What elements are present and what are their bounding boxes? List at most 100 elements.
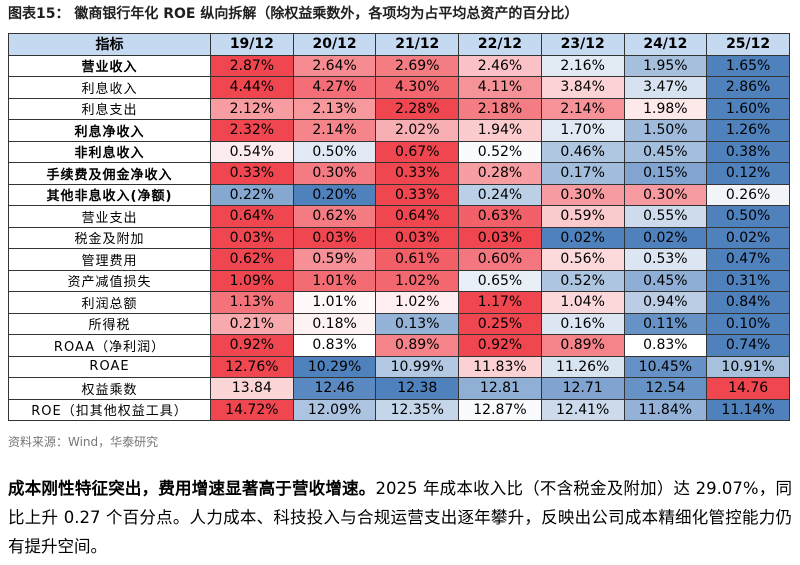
table-cell: 12.35% — [375, 398, 460, 421]
paragraph-text: 2025 年成本收入比（不含税金及附加）达 29.07%，同比上升 0.27 个… — [8, 479, 793, 556]
table-cell: 2.16% — [540, 54, 625, 77]
table-row: 营业支出 0.64% 0.62% 0.64% 0.63% 0.59% 0.55% 0.50% — [8, 205, 790, 228]
column-header: 20/12 — [292, 33, 377, 56]
row-label: 利息净收入 — [8, 119, 211, 142]
table-cell: 1.70% — [540, 119, 625, 142]
table-cell: 1.65% — [706, 54, 790, 77]
table-cell: 0.33% — [375, 162, 460, 185]
table-cell: 0.64% — [210, 205, 294, 228]
row-label: 手续费及佣金净收入 — [8, 162, 211, 185]
row-label: ROAA（净利润） — [8, 334, 211, 357]
table-cell: 0.13% — [375, 312, 460, 335]
row-label: 其他非息收入(净额) — [8, 183, 211, 206]
table-cell: 0.18% — [292, 312, 377, 335]
table-cell: 0.52% — [540, 269, 625, 292]
table-cell: 0.30% — [292, 162, 377, 185]
row-label: ROAE — [8, 355, 211, 378]
table-cell: 4.27% — [292, 76, 377, 99]
table-cell: 0.84% — [706, 291, 790, 314]
table-cell: 0.60% — [458, 248, 542, 271]
table-cell: 2.02% — [375, 119, 460, 142]
table-cell: 10.99% — [375, 355, 460, 378]
table-cell: 0.03% — [210, 226, 294, 249]
table-cell: 0.74% — [706, 334, 790, 357]
table-cell: 0.59% — [292, 248, 377, 271]
table-cell: 0.03% — [458, 226, 542, 249]
table-cell: 2.28% — [375, 97, 460, 120]
table-cell: 3.47% — [623, 76, 708, 99]
table-cell: 11.84% — [623, 398, 708, 421]
table-cell: 11.83% — [458, 355, 542, 378]
table-cell: 12.81 — [458, 377, 542, 400]
table-cell: 0.59% — [540, 205, 625, 228]
table-cell: 0.33% — [210, 162, 294, 185]
table-cell: 1.09% — [210, 269, 294, 292]
table-cell: 0.16% — [540, 312, 625, 335]
table-cell: 0.12% — [706, 162, 790, 185]
table-cell: 12.41% — [540, 398, 625, 421]
table-cell: 0.24% — [458, 183, 542, 206]
table-row: 非利息收入 0.54% 0.50% 0.67% 0.52% 0.46% 0.45% 0.38% — [8, 140, 790, 163]
table-row: 利息收入 4.44% 4.27% 4.30% 4.11% 3.84% 3.47% 2.86% — [8, 76, 790, 99]
column-header: 25/12 — [706, 33, 790, 56]
table-cell: 2.64% — [292, 54, 377, 77]
row-label: 营业支出 — [8, 205, 211, 228]
table-cell: 10.45% — [623, 355, 708, 378]
table-cell: 0.61% — [375, 248, 460, 271]
table-cell: 0.25% — [458, 312, 542, 335]
paragraph-lead: 成本刚性特征突出，费用增速显著高于营收增速。 — [8, 479, 376, 498]
table-cell: 0.67% — [375, 140, 460, 163]
table-cell: 0.21% — [210, 312, 294, 335]
table-cell: 2.14% — [540, 97, 625, 120]
table-cell: 0.38% — [706, 140, 790, 163]
table-row: 资产减值损失 1.09% 1.01% 1.02% 0.65% 0.52% 0.45% 0.31… — [8, 269, 790, 292]
table-cell: 12.71 — [540, 377, 625, 400]
table-cell: 2.14% — [292, 119, 377, 142]
table-cell: 1.98% — [623, 97, 708, 120]
column-header: 指标 — [8, 33, 211, 56]
table-cell: 4.44% — [210, 76, 294, 99]
table-row: 权益乘数 13.84 12.46 12.38 12.81 12.71 12.54 14.76 — [8, 377, 790, 400]
table-cell: 0.89% — [540, 334, 625, 357]
table-cell: 0.62% — [292, 205, 377, 228]
table-cell: 14.72% — [210, 398, 294, 421]
row-label: 资产减值损失 — [8, 269, 211, 292]
table-cell: 0.15% — [623, 162, 708, 185]
table-cell: 0.92% — [458, 334, 542, 357]
table-cell: 2.87% — [210, 54, 294, 77]
table-cell: 2.86% — [706, 76, 790, 99]
column-header: 21/12 — [375, 33, 460, 56]
table-cell: 1.04% — [540, 291, 625, 314]
table-cell: 0.45% — [623, 140, 708, 163]
table-cell: 12.46 — [292, 377, 377, 400]
table-cell: 2.13% — [292, 97, 377, 120]
table-row: 利息净收入 2.32% 2.14% 2.02% 1.94% 1.70% 1.50% 1.26% — [8, 119, 790, 142]
table-cell: 0.31% — [706, 269, 790, 292]
table-cell: 12.87% — [458, 398, 542, 421]
table-cell: 0.65% — [458, 269, 542, 292]
table-cell: 0.28% — [458, 162, 542, 185]
table-cell: 10.91% — [706, 355, 790, 378]
roe-table: 指标 19/12 20/12 21/12 22/12 23/12 24/12 25/12 营业… — [8, 33, 790, 421]
row-label: ROE（扣其他权益工具） — [8, 398, 211, 421]
table-cell: 4.11% — [458, 76, 542, 99]
table-cell: 0.30% — [540, 183, 625, 206]
table-cell: 0.33% — [375, 183, 460, 206]
table-cell: 0.03% — [292, 226, 377, 249]
table-row: 利润总额 1.13% 1.01% 1.02% 1.17% 1.04% 0.94% 0.84% — [8, 291, 790, 314]
table-cell: 2.69% — [375, 54, 460, 77]
table-cell: 2.32% — [210, 119, 294, 142]
table-cell: 0.64% — [375, 205, 460, 228]
table-cell: 1.94% — [458, 119, 542, 142]
table-cell: 0.45% — [623, 269, 708, 292]
row-label: 权益乘数 — [8, 377, 211, 400]
table-cell: 0.94% — [623, 291, 708, 314]
table-row: 管理费用 0.62% 0.59% 0.61% 0.60% 0.56% 0.53% 0.47% — [8, 248, 790, 271]
table-cell: 1.01% — [292, 269, 377, 292]
row-label: 税金及附加 — [8, 226, 211, 249]
header-row: 指标 19/12 20/12 21/12 22/12 23/12 24/12 25/12 — [8, 33, 790, 56]
table-cell: 0.02% — [623, 226, 708, 249]
table-cell: 0.02% — [706, 226, 790, 249]
table-cell: 14.76 — [706, 377, 790, 400]
column-header: 22/12 — [458, 33, 542, 56]
